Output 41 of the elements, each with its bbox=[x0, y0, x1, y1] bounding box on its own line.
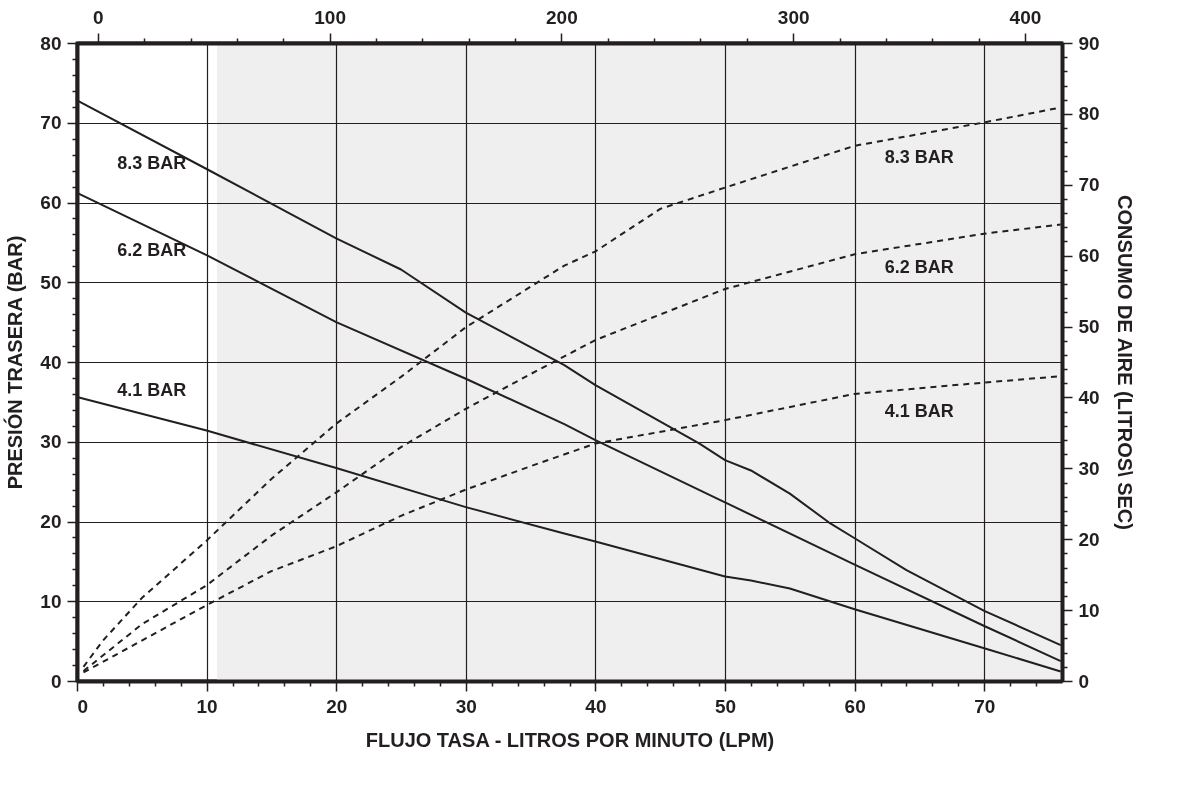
series-label: 8.3 BAR bbox=[884, 147, 954, 168]
y-tick-label: 30 bbox=[40, 431, 62, 453]
x-tick-label: 70 bbox=[974, 695, 996, 717]
x-tick-label: 50 bbox=[714, 695, 737, 717]
y2-tick-label: 10 bbox=[1078, 599, 1100, 621]
x2-tick-label: 0 bbox=[93, 6, 104, 28]
y-tick-label: 10 bbox=[40, 590, 62, 612]
x2-tick-label: 200 bbox=[546, 6, 578, 28]
y2-axis-title: CONSUMO DE AIRE (LITROS\ SEC) bbox=[1113, 195, 1136, 530]
y2-tick-label: 90 bbox=[1078, 32, 1100, 54]
y-tick-label: 0 bbox=[50, 670, 62, 692]
x2-tick-label: 300 bbox=[777, 6, 810, 28]
x2-tick-label: 100 bbox=[314, 6, 346, 28]
y2-tick-label: 50 bbox=[1078, 316, 1100, 338]
y2-tick-label: 40 bbox=[1078, 386, 1100, 408]
x-tick-label: 40 bbox=[585, 695, 607, 717]
x-tick-label: 10 bbox=[196, 695, 218, 717]
x-tick-label: 60 bbox=[844, 695, 866, 717]
y-tick-label: 40 bbox=[40, 351, 62, 373]
x-tick-label: 0 bbox=[77, 695, 89, 717]
y-tick-label: 70 bbox=[40, 112, 62, 134]
y2-tick-label: 60 bbox=[1078, 245, 1100, 267]
series-label: 6.2 BAR bbox=[884, 257, 954, 278]
series-label: 8.3 BAR bbox=[117, 152, 187, 173]
y-tick-label: 60 bbox=[40, 192, 62, 213]
y2-tick-label: 0 bbox=[1078, 670, 1090, 692]
y2-tick-label: 80 bbox=[1078, 103, 1100, 125]
x-tick-label: 30 bbox=[455, 695, 477, 717]
series-label: 4.1 BAR bbox=[117, 379, 187, 400]
x-axis-title: FLUJO TASA - LITROS POR MINUTO (LPM) bbox=[365, 728, 775, 751]
series-label: 6.2 BAR bbox=[117, 239, 187, 260]
y2-tick-label: 20 bbox=[1078, 528, 1100, 550]
x2-tick-label: 400 bbox=[1009, 6, 1042, 28]
x-tick-label: 20 bbox=[326, 695, 348, 717]
series-label: 4.1 BAR bbox=[884, 401, 954, 422]
y-tick-label: 80 bbox=[40, 32, 62, 54]
y2-tick-label: 30 bbox=[1078, 457, 1100, 479]
y2-tick-label: 70 bbox=[1078, 174, 1100, 196]
y-tick-label: 50 bbox=[40, 271, 62, 293]
y-axis-title: PRESIÓN TRASERA (BAR) bbox=[3, 235, 27, 490]
y-tick-label: 20 bbox=[40, 511, 62, 532]
